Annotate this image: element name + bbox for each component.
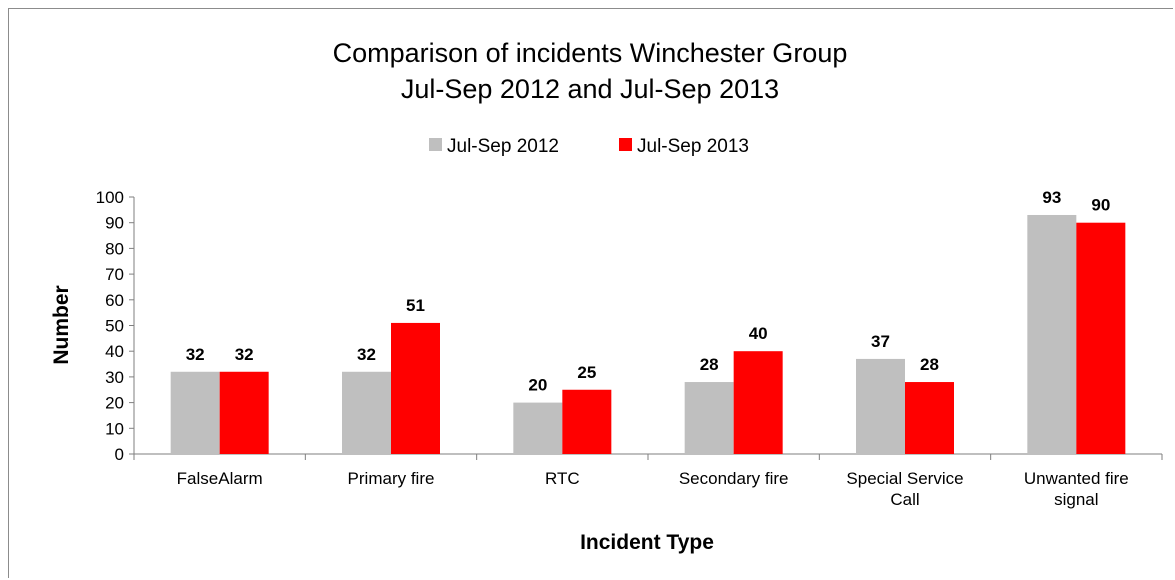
data-label: 32 [357, 345, 376, 364]
data-label: 37 [871, 332, 890, 351]
data-label: 93 [1042, 188, 1061, 207]
x-category-label: signal [1054, 490, 1098, 509]
bar-2013 [1076, 222, 1126, 454]
data-label: 32 [235, 345, 254, 364]
x-category-label: Secondary fire [679, 469, 789, 488]
x-category-label: Call [890, 490, 919, 509]
data-label: 25 [577, 363, 596, 382]
y-tick-label: 10 [105, 419, 124, 438]
bar-2012 [170, 371, 220, 454]
x-category-label: Special Service [846, 469, 963, 488]
x-category-label: RTC [545, 469, 580, 488]
legend: Jul-Sep 2012 Jul-Sep 2013 [429, 136, 749, 157]
bar-2012 [513, 402, 563, 454]
bar-2012 [684, 382, 734, 454]
x-category-label: Primary fire [348, 469, 435, 488]
y-tick-label: 30 [105, 368, 124, 387]
x-category-label: FalseAlarm [177, 469, 263, 488]
bar-2013 [733, 351, 783, 454]
legend-swatch-2013 [619, 138, 632, 151]
bar-2012 [342, 371, 391, 454]
y-axis-title: Number [50, 285, 73, 364]
y-tick-label: 100 [96, 188, 124, 207]
bar-2013 [905, 382, 954, 454]
plot-area: 0 10 20 30 40 50 60 70 80 90 100 32 32 FalseAlarm 32 51… [96, 188, 1163, 509]
data-label: 51 [406, 296, 425, 315]
y-tick-label: 80 [105, 239, 124, 258]
data-label: 32 [186, 345, 205, 364]
bar-2012 [1027, 214, 1077, 454]
y-tick-label: 40 [105, 342, 124, 361]
x-axis-title: Incident Type [580, 531, 714, 554]
chart-title-line-2: Jul-Sep 2012 and Jul-Sep 2013 [401, 74, 779, 104]
y-tick-label: 60 [105, 291, 124, 310]
bar-2013 [391, 322, 440, 454]
legend-swatch-2012 [429, 138, 442, 151]
legend-label-2012: Jul-Sep 2012 [447, 136, 559, 157]
x-category-label: Unwanted fire [1024, 469, 1129, 488]
data-label: 28 [920, 355, 939, 374]
chart-frame [8, 8, 1173, 578]
data-label: 90 [1091, 196, 1110, 215]
bar-2012 [856, 358, 905, 454]
y-tick-label: 0 [115, 445, 124, 464]
y-tick-label: 90 [105, 214, 124, 233]
y-tick-label: 20 [105, 394, 124, 413]
y-tick-label: 50 [105, 317, 124, 336]
bar-2013 [562, 389, 612, 454]
data-label: 28 [700, 355, 719, 374]
chart-title-line-1: Comparison of incidents Winchester Group [333, 38, 848, 68]
data-label: 20 [528, 376, 547, 395]
y-tick-label: 70 [105, 265, 124, 284]
legend-label-2013: Jul-Sep 2013 [637, 136, 749, 157]
data-label: 40 [749, 324, 768, 343]
bar-2013 [219, 371, 269, 454]
